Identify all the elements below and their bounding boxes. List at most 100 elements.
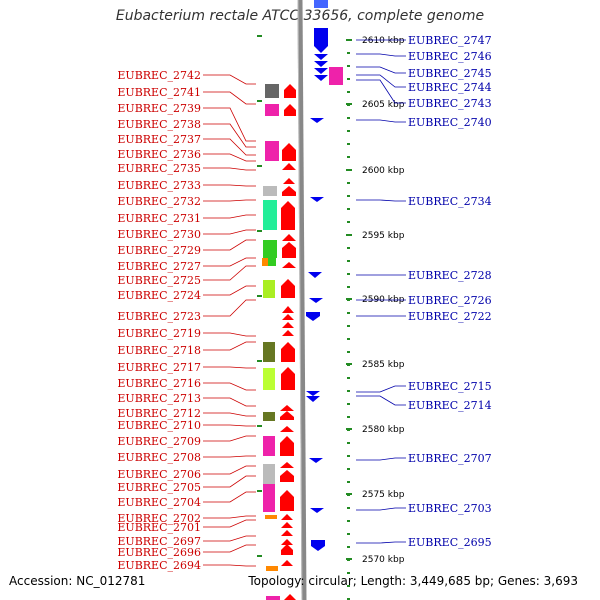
forward-gene-arrow[interactable] <box>282 314 294 320</box>
feature-block[interactable] <box>265 141 279 161</box>
gene-label-left[interactable]: EUBREC_2717 <box>117 361 201 374</box>
feature-block[interactable] <box>263 280 275 298</box>
forward-gene-arrow[interactable] <box>281 201 295 230</box>
feature-block[interactable] <box>263 464 275 484</box>
forward-gene-arrow[interactable] <box>281 367 295 390</box>
gene-label-right[interactable]: EUBREC_2695 <box>408 536 492 549</box>
reverse-gene-arrow[interactable] <box>306 391 320 396</box>
reverse-gene-arrow[interactable] <box>311 540 325 551</box>
gene-label-left[interactable]: EUBREC_2712 <box>117 407 201 420</box>
reverse-gene-arrow[interactable] <box>309 298 323 303</box>
feature-block[interactable] <box>263 484 275 492</box>
forward-gene-arrow[interactable] <box>283 178 295 184</box>
gene-label-right[interactable]: EUBREC_2722 <box>408 310 492 323</box>
feature-block[interactable] <box>268 258 276 266</box>
gene-label-left[interactable]: EUBREC_2713 <box>117 392 201 405</box>
forward-gene-arrow[interactable] <box>282 234 296 241</box>
gene-label-left[interactable]: EUBREC_2697 <box>117 535 201 548</box>
gene-label-left[interactable]: EUBREC_2696 <box>117 546 201 559</box>
feature-block[interactable] <box>263 412 275 421</box>
forward-gene-arrow[interactable] <box>280 426 294 432</box>
gene-label-right[interactable]: EUBREC_2744 <box>408 81 492 94</box>
reverse-gene-arrow[interactable] <box>308 272 322 278</box>
gene-label-left[interactable]: EUBREC_2736 <box>117 148 201 161</box>
gene-label-left[interactable]: EUBREC_2739 <box>117 102 201 115</box>
forward-gene-arrow[interactable] <box>280 436 294 456</box>
gene-label-left[interactable]: EUBREC_2725 <box>117 274 201 287</box>
gene-label-left[interactable]: EUBREC_2709 <box>117 435 201 448</box>
forward-gene-arrow[interactable] <box>281 544 293 555</box>
gene-label-right[interactable]: EUBREC_2747 <box>408 34 492 47</box>
feature-block[interactable] <box>263 436 275 456</box>
reverse-gene-arrow[interactable] <box>309 458 323 463</box>
forward-gene-arrow[interactable] <box>281 279 295 298</box>
forward-gene-arrow[interactable] <box>284 84 296 98</box>
gene-label-right[interactable]: EUBREC_2743 <box>408 97 492 110</box>
gene-label-right[interactable]: EUBREC_2745 <box>408 67 492 80</box>
reverse-gene-arrow[interactable] <box>310 118 324 123</box>
gene-label-left[interactable]: EUBREC_2727 <box>117 260 201 273</box>
reverse-gene-block[interactable] <box>314 0 328 8</box>
forward-gene-arrow[interactable] <box>282 163 296 170</box>
feature-block[interactable] <box>263 342 275 362</box>
feature-block[interactable] <box>263 200 277 230</box>
gene-label-right[interactable]: EUBREC_2746 <box>408 50 492 63</box>
reverse-gene-arrow[interactable] <box>306 396 320 402</box>
gene-label-left[interactable]: EUBREC_2694 <box>117 559 201 572</box>
forward-gene-arrow[interactable] <box>280 470 294 482</box>
gene-label-left[interactable]: EUBREC_2741 <box>117 86 201 99</box>
gene-label-right[interactable]: EUBREC_2707 <box>408 452 492 465</box>
forward-gene-arrow[interactable] <box>280 405 294 411</box>
gene-label-left[interactable]: EUBREC_2731 <box>117 212 201 225</box>
forward-gene-arrow[interactable] <box>281 530 293 536</box>
reverse-gene-arrow[interactable] <box>314 28 328 53</box>
gene-label-left[interactable]: EUBREC_2732 <box>117 195 201 208</box>
feature-block[interactable] <box>329 67 343 85</box>
reverse-gene-arrow[interactable] <box>314 68 328 74</box>
feature-block[interactable] <box>266 566 278 571</box>
feature-block[interactable] <box>265 515 277 519</box>
gene-label-left[interactable]: EUBREC_2719 <box>117 327 201 340</box>
forward-gene-arrow[interactable] <box>280 462 294 468</box>
feature-block[interactable] <box>262 258 268 266</box>
reverse-gene-arrow[interactable] <box>314 61 328 67</box>
forward-gene-arrow[interactable] <box>282 306 294 313</box>
forward-gene-arrow[interactable] <box>284 594 296 600</box>
forward-gene-arrow[interactable] <box>281 522 293 528</box>
gene-label-right[interactable]: EUBREC_2734 <box>408 195 492 208</box>
gene-label-left[interactable]: EUBREC_2742 <box>117 69 201 82</box>
gene-label-left[interactable]: EUBREC_2705 <box>117 481 201 494</box>
reverse-gene-arrow[interactable] <box>310 508 324 513</box>
forward-gene-arrow[interactable] <box>281 539 293 545</box>
gene-label-left[interactable]: EUBREC_2737 <box>117 133 201 146</box>
gene-label-right[interactable]: EUBREC_2715 <box>408 380 492 393</box>
gene-label-left[interactable]: EUBREC_2704 <box>117 496 201 509</box>
reverse-gene-arrow[interactable] <box>310 197 324 202</box>
reverse-gene-arrow[interactable] <box>314 54 328 60</box>
gene-label-left[interactable]: EUBREC_2702 <box>117 512 201 525</box>
gene-label-left[interactable]: EUBREC_2730 <box>117 228 201 241</box>
gene-label-left[interactable]: EUBREC_2724 <box>117 289 201 302</box>
gene-label-left[interactable]: EUBREC_2733 <box>117 179 201 192</box>
reverse-gene-arrow[interactable] <box>314 75 328 81</box>
gene-label-right[interactable]: EUBREC_2728 <box>408 269 492 282</box>
feature-block[interactable] <box>265 104 279 116</box>
forward-gene-arrow[interactable] <box>282 262 296 268</box>
forward-gene-arrow[interactable] <box>280 411 294 420</box>
gene-label-left[interactable]: EUBREC_2708 <box>117 451 201 464</box>
forward-gene-arrow[interactable] <box>282 242 296 258</box>
reverse-gene-arrow[interactable] <box>306 312 320 321</box>
forward-gene-arrow[interactable] <box>281 342 295 362</box>
gene-label-left[interactable]: EUBREC_2729 <box>117 244 201 257</box>
forward-gene-arrow[interactable] <box>282 186 296 196</box>
gene-label-left[interactable]: EUBREC_2710 <box>117 419 201 432</box>
forward-gene-arrow[interactable] <box>281 560 293 566</box>
gene-label-left[interactable]: EUBREC_2738 <box>117 118 201 131</box>
feature-block[interactable] <box>265 84 279 98</box>
gene-label-left[interactable]: EUBREC_2706 <box>117 468 201 481</box>
forward-gene-arrow[interactable] <box>282 143 296 161</box>
feature-block[interactable] <box>263 368 275 390</box>
gene-label-right[interactable]: EUBREC_2726 <box>408 294 492 307</box>
forward-gene-arrow[interactable] <box>284 104 296 116</box>
feature-block[interactable] <box>263 186 277 196</box>
